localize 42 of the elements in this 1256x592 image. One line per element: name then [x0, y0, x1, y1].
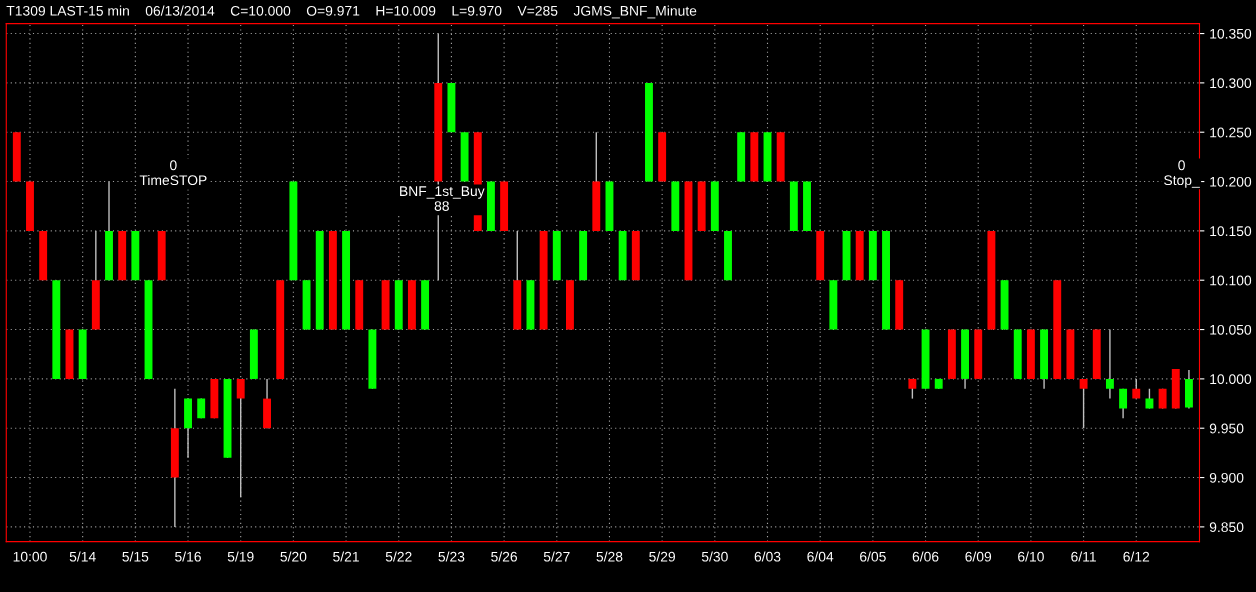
y-tick-label: 10.300	[1210, 78, 1252, 89]
candlestick	[236, 378, 245, 498]
x-tick-label: 5/20	[280, 551, 307, 562]
y-tick-label: 10.200	[1210, 176, 1252, 187]
chart-title: T1309 LAST-15 min 06/13/2014 C=10.000 O=9.971 H=10.009 L=9.970 V=285 JGMS_BNF_Minute	[6, 5, 697, 19]
x-tick-label: 6/12	[1123, 551, 1150, 562]
x-tick-label: 5/15	[122, 551, 149, 562]
annotation: BNF_1st_Buy 88	[400, 186, 485, 212]
y-tick-label: 10.350	[1210, 28, 1252, 39]
annotation: 0 TimeSTOP	[139, 160, 207, 186]
y-tick-label: 9.900	[1209, 472, 1244, 483]
x-tick-label: 6/10	[1018, 551, 1044, 562]
x-tick-label: 5/30	[701, 551, 728, 562]
y-tick-label: 10.050	[1210, 324, 1252, 335]
x-tick-label: 5/29	[649, 551, 675, 562]
candlestick	[1132, 378, 1141, 400]
candlestick	[1119, 388, 1128, 420]
x-tick-label: 6/11	[1071, 551, 1096, 562]
x-tick-label: 6/09	[965, 551, 992, 562]
y-tick-label: 10.250	[1210, 127, 1252, 138]
x-tick-label: 10:00	[13, 551, 47, 562]
y-tick-label: 10.000	[1210, 374, 1252, 385]
candlestick	[1079, 378, 1088, 429]
y-tick-label: 10.100	[1210, 275, 1252, 286]
x-tick-label: 5/28	[596, 551, 623, 562]
x-tick-label: 5/19	[227, 551, 254, 562]
x-tick-label: 5/22	[385, 551, 412, 562]
annotation: 0 Stop_	[1164, 160, 1200, 188]
x-tick-label: 5/21	[333, 551, 359, 562]
x-tick-label: 5/16	[175, 551, 201, 562]
y-tick-label: 10.150	[1210, 226, 1252, 237]
candlestick	[1105, 328, 1114, 400]
x-tick-label: 6/04	[807, 551, 834, 562]
x-tick-label: 5/14	[69, 551, 96, 562]
x-tick-label: 6/06	[912, 551, 939, 562]
x-tick-label: 5/23	[438, 551, 465, 562]
x-tick-label: 5/26	[491, 551, 518, 562]
x-tick-label: 6/03	[754, 551, 781, 562]
y-tick-label: 9.850	[1209, 522, 1244, 533]
x-tick-label: 5/27	[543, 551, 570, 562]
x-tick-label: 6/05	[860, 551, 886, 562]
y-tick-label: 9.950	[1209, 423, 1244, 434]
